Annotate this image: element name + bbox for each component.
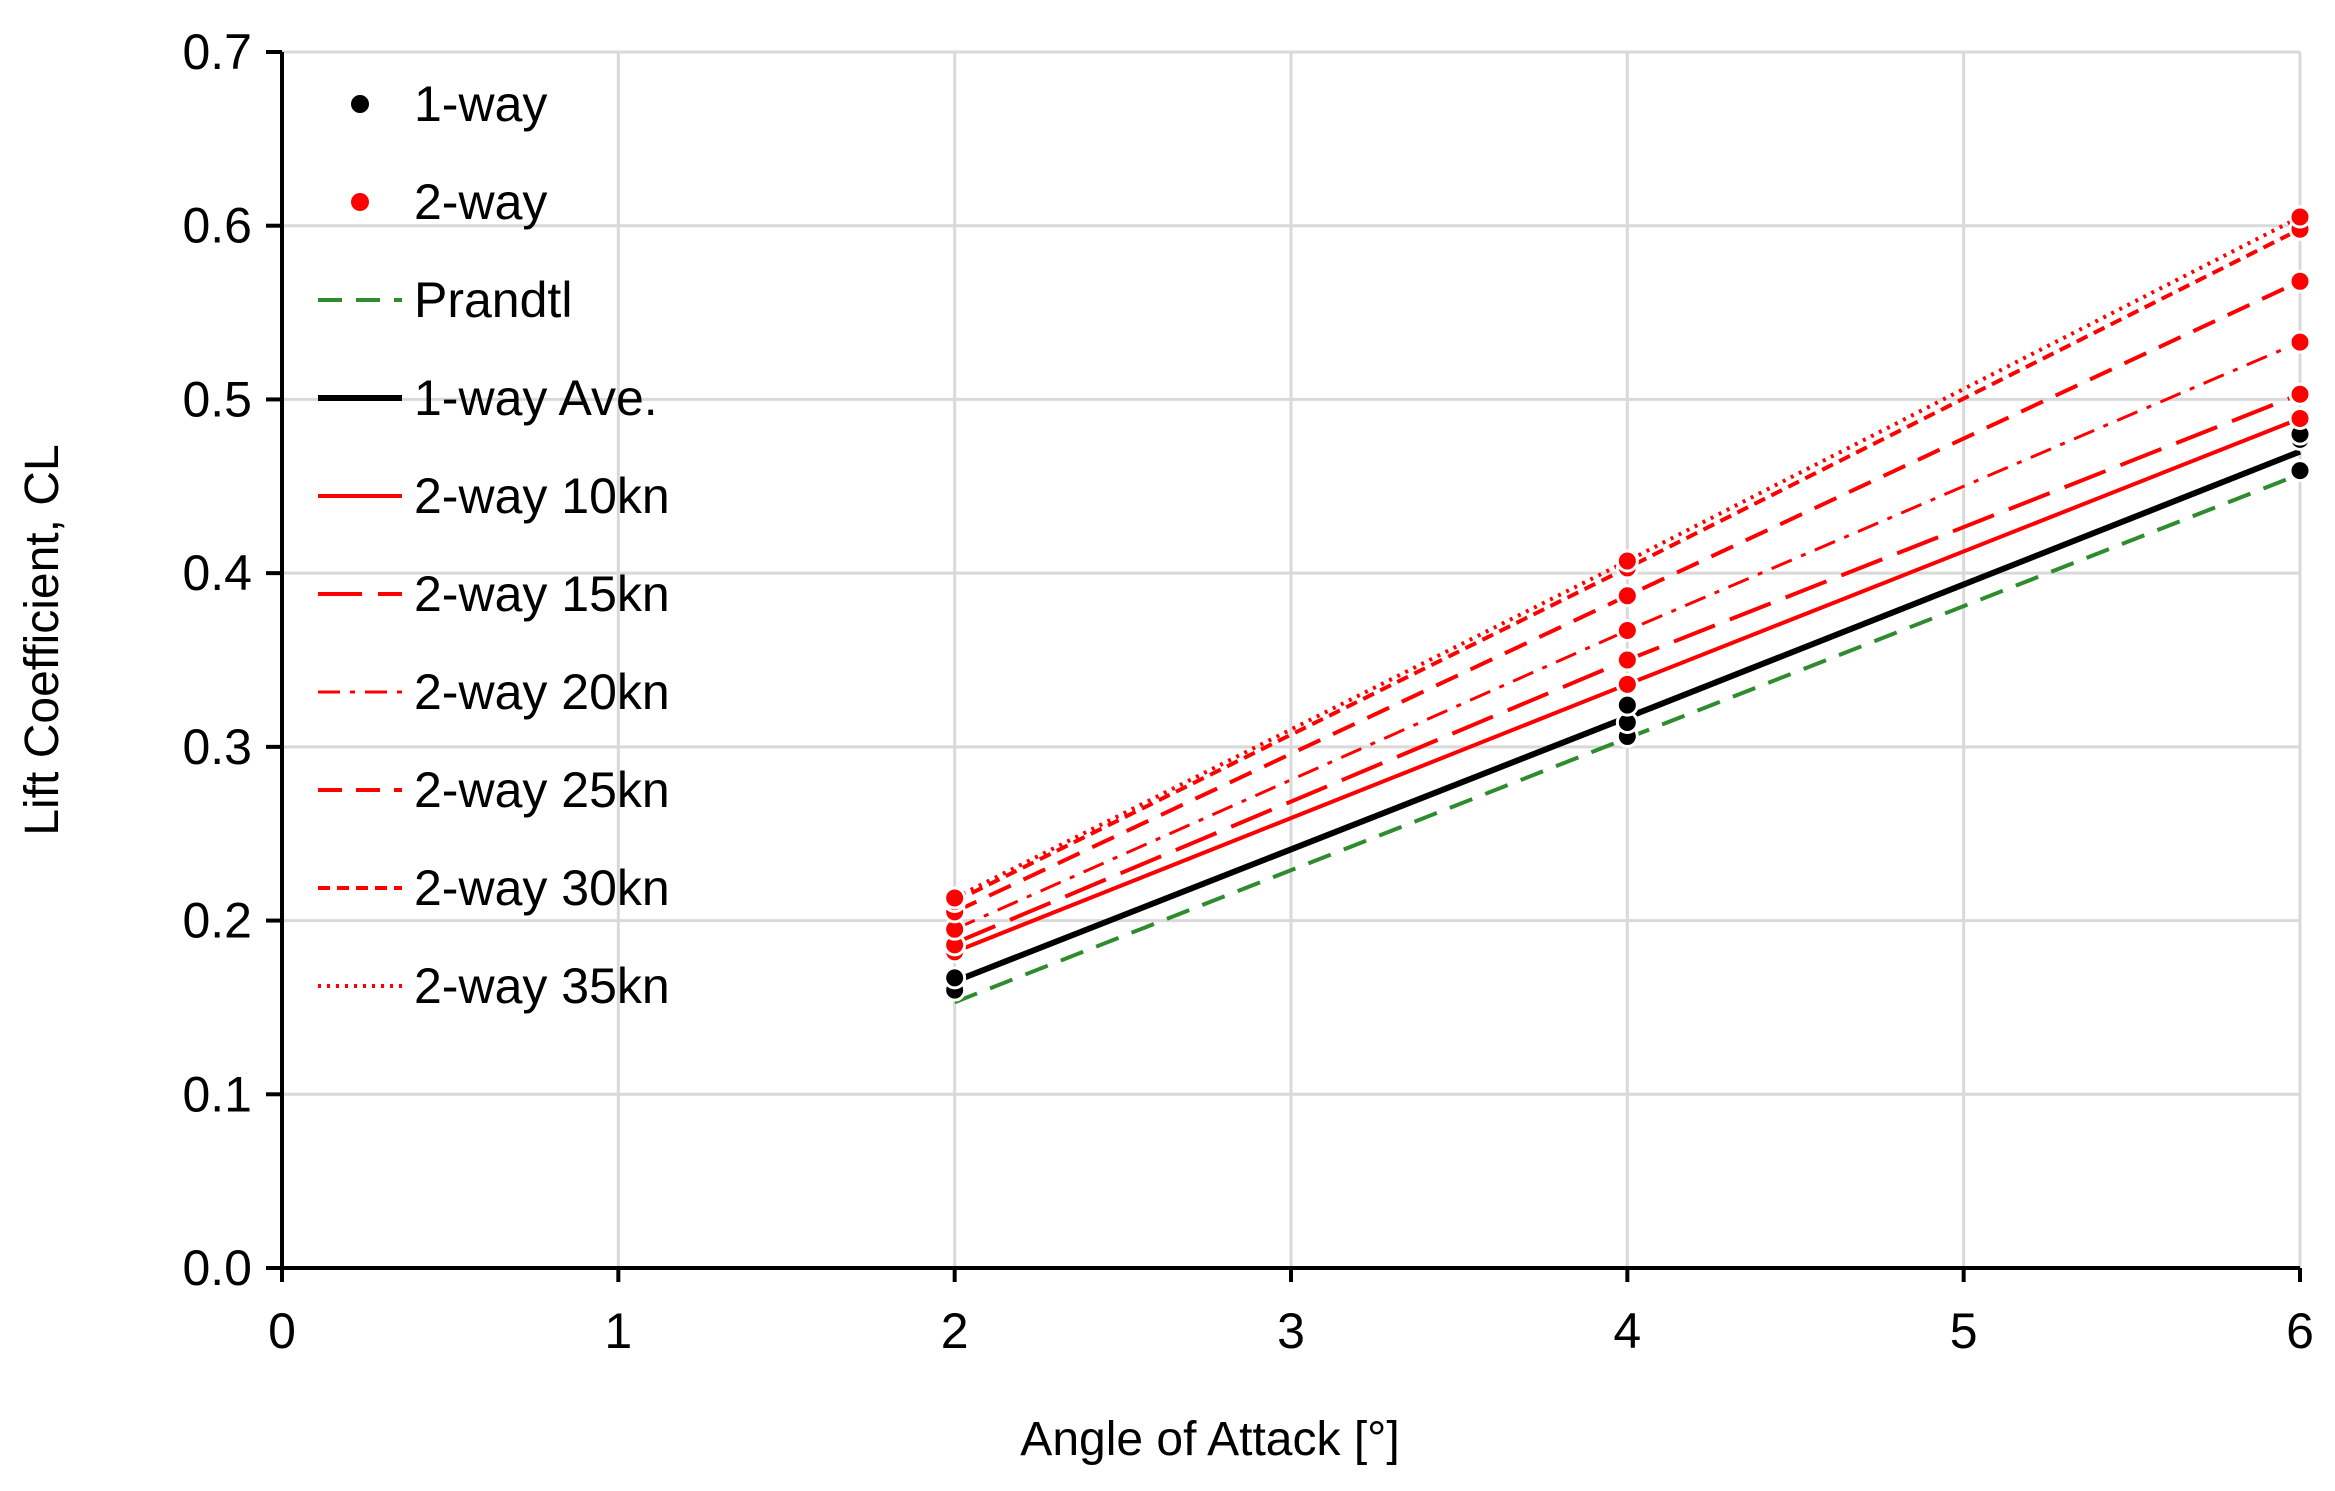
y-axis-title: Lift Coefficient, CL bbox=[16, 444, 69, 835]
legend: 1-way 2-way Prandtl 1-way Ave. 2-way 10kn 2-w… bbox=[318, 76, 670, 1014]
two-way-point bbox=[2288, 330, 2312, 354]
x-tick-label: 4 bbox=[1613, 1303, 1641, 1359]
legend-label-prandtl: Prandtl bbox=[414, 272, 572, 328]
grid-lines bbox=[282, 50, 2302, 1268]
series-line-2-way-20kn bbox=[954, 340, 2301, 931]
legend-label-1-way: 1-way bbox=[414, 76, 547, 132]
two-way-point bbox=[2288, 205, 2312, 229]
legend-marker-2-way bbox=[349, 191, 371, 213]
two-way-point bbox=[1615, 584, 1639, 608]
two-way-point bbox=[2288, 269, 2312, 293]
one-way-point bbox=[1615, 693, 1639, 717]
legend-label-1-way-ave-: 1-way Ave. bbox=[414, 370, 658, 426]
x-axis-title: Angle of Attack [°] bbox=[1020, 1413, 1399, 1466]
x-tick-label: 0 bbox=[268, 1303, 296, 1359]
y-tick-label: 0.3 bbox=[182, 719, 252, 775]
legend-label-2-way-25kn: 2-way 25kn bbox=[414, 762, 670, 818]
x-tick-label: 6 bbox=[2286, 1303, 2314, 1359]
two-way-point bbox=[2288, 407, 2312, 431]
one-way-point bbox=[943, 966, 967, 990]
one-way-point bbox=[2288, 459, 2312, 483]
two-way-point bbox=[1615, 549, 1639, 573]
y-tick-label: 0.0 bbox=[182, 1240, 252, 1296]
legend-label-2-way: 2-way bbox=[414, 174, 547, 230]
y-tick-label: 0.6 bbox=[182, 198, 252, 254]
axes: 0.0 0.1 0.2 0.3 0.4 0.5 0.6 0.7 0 1 2 3 4 5 6 bbox=[182, 24, 2313, 1359]
y-tick-label: 0.4 bbox=[182, 545, 252, 601]
legend-marker-1-way bbox=[349, 93, 371, 115]
two-way-point bbox=[943, 886, 967, 910]
x-tick-label: 5 bbox=[1950, 1303, 1978, 1359]
two-way-point bbox=[1615, 648, 1639, 672]
legend-label-2-way-15kn: 2-way 15kn bbox=[414, 566, 670, 622]
y-tick-label: 0.5 bbox=[182, 371, 252, 427]
y-tick-label: 0.1 bbox=[182, 1066, 252, 1122]
two-way-point bbox=[1615, 672, 1639, 696]
two-way-point bbox=[2288, 382, 2312, 406]
legend-label-2-way-10kn: 2-way 10kn bbox=[414, 468, 670, 524]
x-tick-label: 1 bbox=[604, 1303, 632, 1359]
legend-label-2-way-20kn: 2-way 20kn bbox=[414, 664, 670, 720]
x-tick-label: 3 bbox=[1277, 1303, 1305, 1359]
legend-label-2-way-30kn: 2-way 30kn bbox=[414, 860, 670, 916]
y-tick-label: 0.7 bbox=[182, 24, 252, 80]
two-way-point bbox=[1615, 618, 1639, 642]
legend-label-2-way-35kn: 2-way 35kn bbox=[414, 958, 670, 1014]
data-series bbox=[943, 205, 2312, 1005]
x-tick-label: 2 bbox=[941, 1303, 969, 1359]
y-tick-label: 0.2 bbox=[182, 893, 252, 949]
